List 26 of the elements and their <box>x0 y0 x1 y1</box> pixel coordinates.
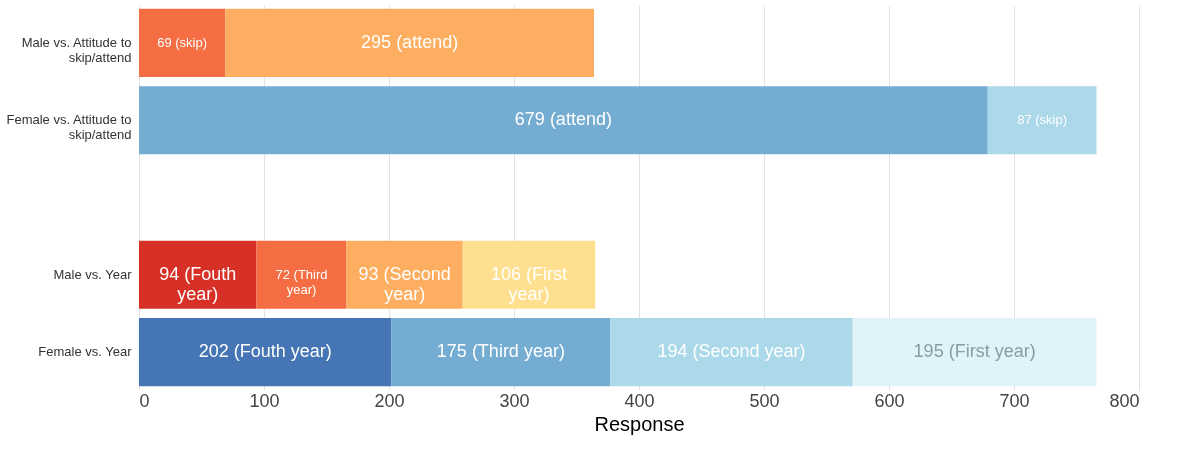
y-tick-label: Female vs. Attitude to skip/attend <box>6 112 132 143</box>
data-label: 106 (First year) <box>490 263 568 304</box>
y-tick-label: Female vs. Year <box>38 344 133 360</box>
data-label: 175 (Third year) <box>436 341 565 362</box>
x-tick-label: 0 <box>139 390 150 411</box>
x-axis-title: Response <box>594 412 685 435</box>
data-label: 295 (attend) <box>361 31 459 52</box>
data-label: 679 (attend) <box>514 109 612 130</box>
data-label: 87 (skip) <box>1017 112 1068 128</box>
x-tick-label: 500 <box>749 390 780 411</box>
y-tick-label: Male vs. Attitude to skip/attend <box>21 34 132 65</box>
data-label: 72 (Third year) <box>275 266 328 297</box>
x-tick-label: 800 <box>1109 390 1140 411</box>
data-label: 202 (Fouth year) <box>198 341 332 362</box>
x-tick-label: 100 <box>249 390 280 411</box>
data-label: 195 (First year) <box>913 341 1036 362</box>
data-label: 93 (Second year) <box>358 263 451 304</box>
data-label: 69 (skip) <box>157 34 208 50</box>
x-tick-label: 400 <box>624 390 655 411</box>
x-tick-label: 300 <box>499 390 530 411</box>
y-tick-label: Male vs. Year <box>53 266 133 282</box>
data-label: 94 (Fouth year) <box>159 263 237 304</box>
x-tick-label: 600 <box>874 390 905 411</box>
x-tick-label: 200 <box>374 390 405 411</box>
data-label: 194 (Second year) <box>657 341 806 362</box>
x-tick-label: 700 <box>999 390 1030 411</box>
